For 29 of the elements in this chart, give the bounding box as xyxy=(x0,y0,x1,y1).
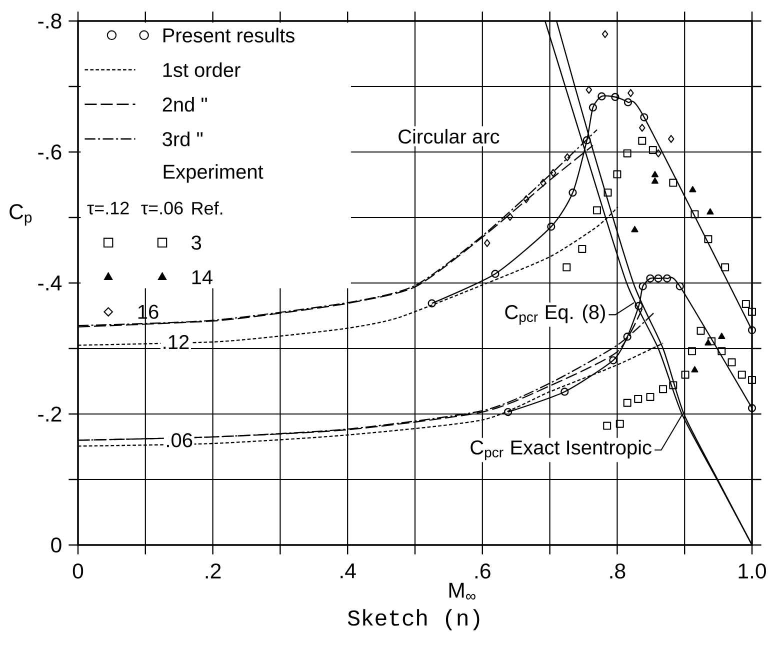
annotation: Circular arc xyxy=(398,128,500,144)
annotation: .12 xyxy=(164,334,189,349)
x-tick-label: .4 xyxy=(340,563,356,578)
x-tick-label: 1.0 xyxy=(738,564,766,579)
legend-label: Present results xyxy=(163,28,294,42)
text: Sketch (n) xyxy=(348,609,480,630)
annotation: τ=.06 xyxy=(141,202,183,214)
x-tick-label: .2 xyxy=(206,564,221,578)
annotation: C$_{pcr}$ Exact Isentropic xyxy=(470,440,652,460)
y-tick-label: -.8 xyxy=(38,13,62,29)
y-tick-label: 0 xyxy=(51,537,62,553)
y-tick-label: -.2 xyxy=(38,406,62,422)
x-tick-label: .8 xyxy=(610,564,626,579)
y-tick-label: -.6 xyxy=(38,144,62,160)
x-axis-title: M$_{∞}$ xyxy=(449,582,476,600)
x-tick-label: .6 xyxy=(475,564,490,579)
legend-label: 2nd " xyxy=(162,96,207,112)
y-axis-title: C$_{p}$ xyxy=(10,204,32,226)
legend-label: 3 xyxy=(192,236,202,250)
annotation: .06 xyxy=(167,433,192,448)
legend-label: 14 xyxy=(192,270,212,284)
x-tick-label: 0 xyxy=(72,564,84,579)
y-tick-label: -.4 xyxy=(38,276,62,290)
annotation: τ=.12 xyxy=(87,202,129,214)
annotation: C$_{pcr}$ Eq. (8) xyxy=(505,304,605,325)
legend-label: 1st order xyxy=(163,62,240,78)
legend-label: 3rd " xyxy=(162,132,203,146)
legend-title: Experiment xyxy=(164,164,264,183)
annotation: Ref. xyxy=(192,201,222,215)
